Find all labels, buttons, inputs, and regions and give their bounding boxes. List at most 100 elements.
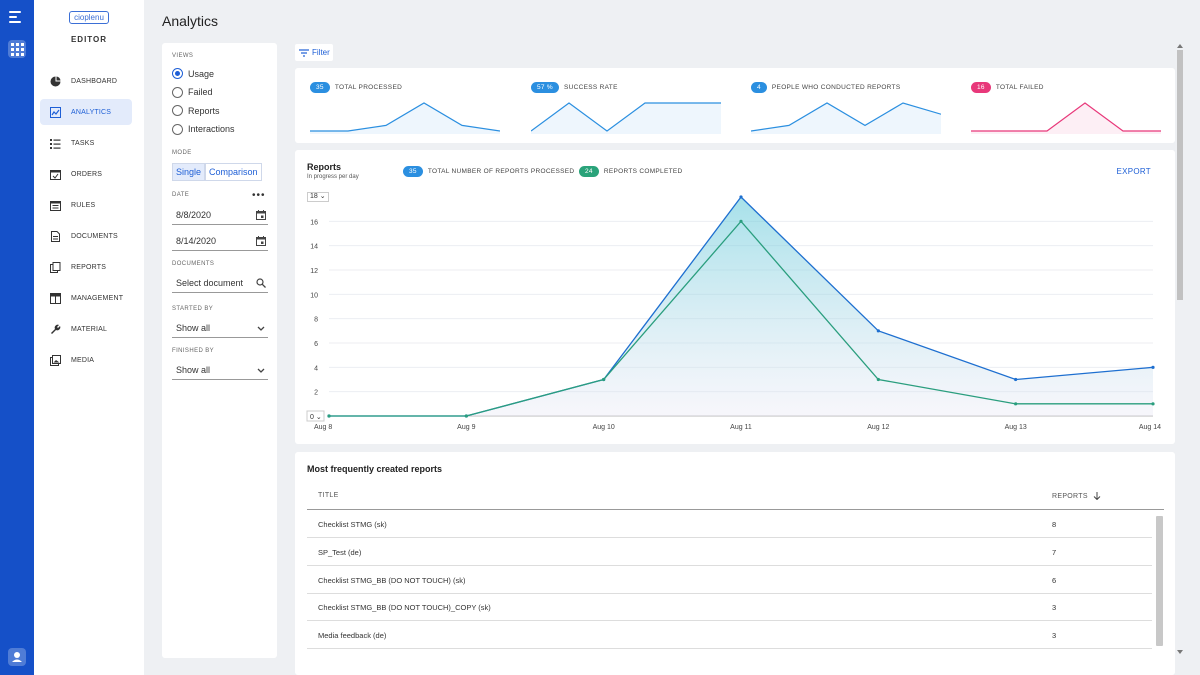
filter-label: Filter [312,48,330,57]
metric-total-processed: 35 TOTAL PROCESSED [310,82,402,93]
radio-circle[interactable] [172,105,183,116]
row-reports-count: 3 [1052,603,1057,613]
sidebar-item-orders[interactable]: ORDERS [40,161,132,187]
started-by-value: Show all [176,322,211,333]
checklist-icon [50,138,61,149]
metric-badge: 16 [971,82,991,93]
line-chart-icon [50,106,61,118]
date-to-field[interactable]: 8/14/2020 [172,231,268,251]
sidebar-item-label: MATERIAL [71,325,108,333]
radio-circle[interactable] [172,86,183,98]
y-tick-label: 6 [314,341,318,348]
scrollbar-thumb[interactable] [1177,50,1183,300]
legend-badge: 35 [403,166,423,177]
row-reports-count: 6 [1052,575,1057,585]
sidebar-item-analytics[interactable]: ANALYTICS [40,99,132,125]
sidebar-item-tasks[interactable]: TASKS [40,130,132,156]
y-max-select[interactable]: 18 ⌄ [307,192,329,202]
sidebar-item-label: REPORTS [71,263,107,271]
finished-by-select[interactable]: Show all [172,360,268,380]
row-title: Media feedback (de) [318,631,387,641]
finished-by-label: FINISHED BY [172,348,215,354]
calendar-icon[interactable] [256,209,266,220]
mode-comparison-button[interactable]: Comparison [205,163,262,181]
sidebar-item-management[interactable]: MANAGEMENT [40,285,132,311]
metric-badge: 4 [751,82,767,93]
chevron-down-icon [256,323,266,333]
data-point [1014,402,1018,406]
data-point [739,195,743,199]
sidebar-item-rules[interactable]: RULES [40,192,132,218]
finished-by-value: Show all [176,364,211,375]
search-icon[interactable] [256,277,266,288]
sidebar-item-label: RULES [71,201,96,209]
radio-circle[interactable] [172,68,183,79]
view-radio-interactions[interactable]: Interactions [172,123,235,135]
sidebar: cioplenu EDITOR DASHBOARD ANALYTICS TASKS O… [34,0,144,675]
page-scrollbar[interactable] [1177,44,1183,654]
brand-logo[interactable]: cioplenu [69,11,109,24]
table-row[interactable]: Media feedback (de) 3 [307,621,1152,650]
table-title: Most frequently created reports [307,464,443,474]
view-radio-usage[interactable]: Usage [172,68,214,79]
sidebar-item-label: MANAGEMENT [71,294,124,302]
metric-badge: 57 % [531,82,560,93]
data-point [327,414,331,418]
sidebar-item-label: ORDERS [71,170,103,178]
radio-circle[interactable] [172,123,183,135]
y-tick-label: 16 [310,219,318,226]
legend-label: REPORTS COMPLETED [603,168,683,175]
sidebar-item-material[interactable]: MATERIAL [40,316,132,342]
wrench-icon [50,324,61,335]
view-radio-reports[interactable]: Reports [172,105,220,116]
table-row[interactable]: Checklist STMG (sk) 8 [307,510,1152,538]
legend-reports-completed: 24 REPORTS COMPLETED [579,166,683,177]
calendar-icon[interactable] [256,235,266,246]
metric-sparkline [971,102,1161,134]
filter-button[interactable]: Filter [295,44,333,61]
sidebar-item-dashboard[interactable]: DASHBOARD [40,68,132,94]
date-more-icon[interactable]: ••• [252,190,266,201]
apps-grid-icon[interactable] [8,40,26,58]
table-row[interactable]: Checklist STMG_BB (DO NOT TOUCH)_COPY (s… [307,593,1152,622]
x-tick-label: Aug 11 [730,424,752,431]
date-from-field[interactable]: 8/8/2020 [172,205,268,225]
y-min-select [306,410,325,422]
table-scrollbar[interactable] [1156,516,1163,646]
sparkline-area [751,103,941,134]
sidebar-item-reports[interactable]: REPORTS [40,254,132,280]
sidebar-item-media[interactable]: MEDIA [40,347,132,373]
user-account-icon[interactable] [8,648,26,666]
documents-search-field[interactable]: Select document [172,273,268,293]
export-button[interactable]: EXPORT [1116,167,1151,176]
sparkline-line [310,102,500,132]
legend-badge: 24 [579,166,599,177]
radio-label: Interactions [188,124,235,134]
mode-toggle: Single Comparison [172,163,262,181]
started-by-select[interactable]: Show all [172,318,268,338]
mode-single-button[interactable]: Single [172,163,206,181]
table-row[interactable]: Checklist STMG_BB (DO NOT TOUCH) (sk) 6 [307,566,1152,594]
view-radio-failed[interactable]: Failed [172,86,213,98]
hamburger-menu-icon[interactable] [9,11,25,25]
y-tick-label: 4 [314,365,318,372]
x-tick-label: Aug 12 [867,424,889,431]
series-area [329,197,1153,416]
column-reports-label: REPORTS [1052,492,1088,500]
radio-label: Failed [188,87,213,97]
x-tick-label: Aug 10 [593,424,615,431]
sidebar-item-label: ANALYTICS [71,108,112,116]
column-title-header[interactable]: TITLE [318,492,339,499]
sidebar-item-documents[interactable]: DOCUMENTS [40,223,132,249]
scroll-up-icon[interactable] [1177,44,1183,48]
row-reports-count: 8 [1052,520,1057,529]
column-reports-header[interactable]: REPORTS [1052,492,1101,500]
table-row[interactable]: SP_Test (de) 7 [307,538,1152,566]
sidebar-item-label: DOCUMENTS [71,232,118,240]
sort-arrow-down-icon[interactable] [1093,492,1101,500]
data-point [739,219,743,223]
sparkline-area [310,103,500,134]
scroll-down-icon[interactable] [1177,650,1183,654]
chart-title: Reports [307,162,342,172]
legend-total-processed: 35 TOTAL NUMBER OF REPORTS PROCESSED [403,166,574,177]
